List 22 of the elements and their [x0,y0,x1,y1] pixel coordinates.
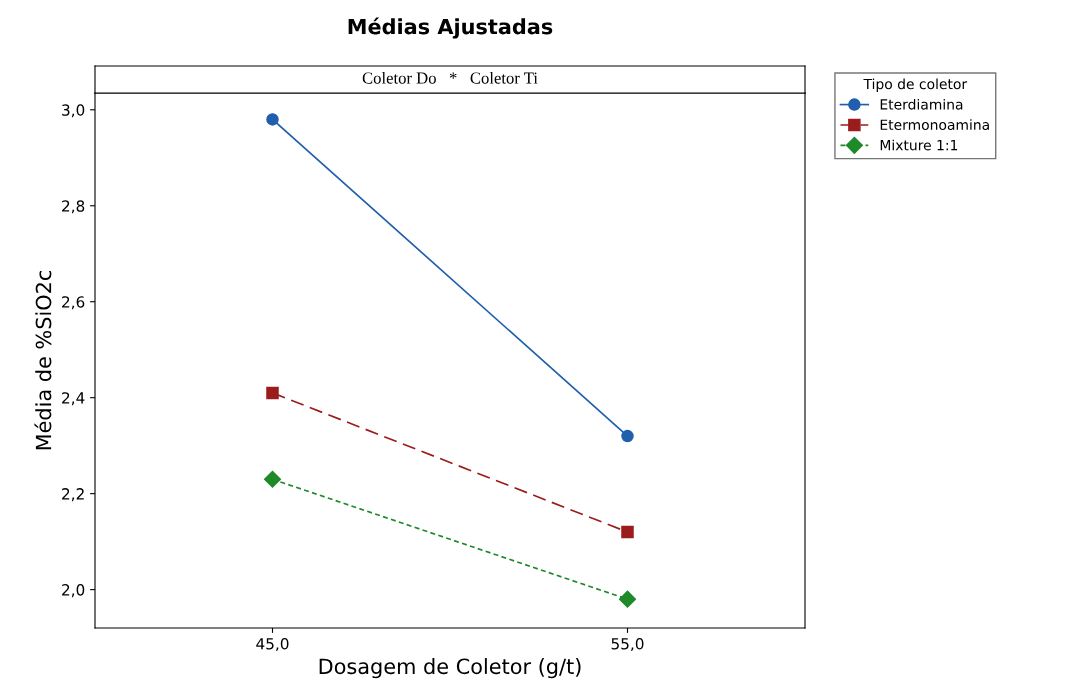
chart-subtitle: Coletor Do * Coletor Ti [362,71,538,84]
legend-label: Mixture 1:1 [880,139,958,151]
legend-label: Eterdiamina [880,98,963,110]
y-tick-label: 2,8 [62,200,85,214]
chart-title: Médias Ajustadas [348,17,553,39]
legend-title: Tipo de coletor [863,78,968,92]
x-tick-label: 55,0 [611,637,644,652]
point [618,590,637,608]
point [266,113,279,126]
point [263,470,282,488]
point [266,386,279,400]
y-axis-title: Média de %SiO2c [34,270,52,450]
y-tick-label: 2,4 [62,392,85,406]
x-axis-title: Dosagem de Coletor (g/t) [319,658,581,679]
legend-label: Etermonoamina [880,119,989,131]
y-tick-label: 3,0 [62,104,85,118]
y-tick-label: 2,2 [62,488,84,502]
x-tick-label: 45,0 [256,637,289,652]
y-tick-label: 2,0 [62,584,85,598]
y-tick-label: 2,6 [62,296,85,310]
point [621,525,634,539]
point [621,429,634,443]
